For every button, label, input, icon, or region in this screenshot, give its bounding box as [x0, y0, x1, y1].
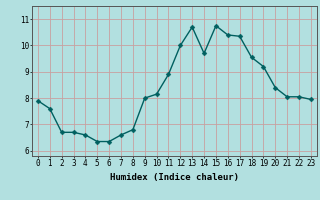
X-axis label: Humidex (Indice chaleur): Humidex (Indice chaleur) [110, 173, 239, 182]
